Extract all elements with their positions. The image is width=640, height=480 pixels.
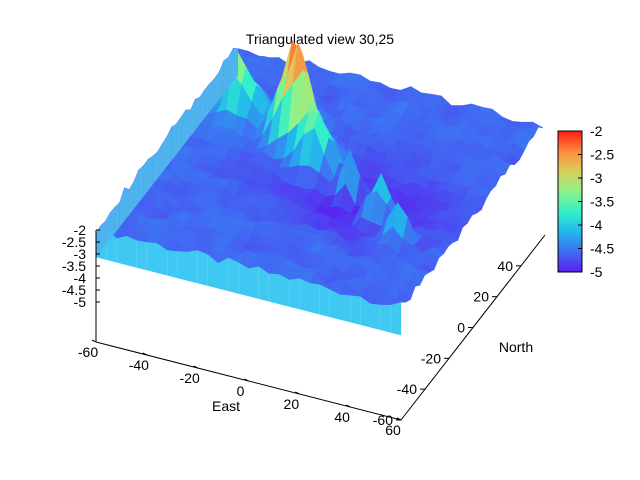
x-tick-label: 0 <box>237 383 245 399</box>
surface-skirt-front <box>258 266 269 302</box>
x-axis-label: East <box>212 398 240 414</box>
surface-skirt-left <box>129 181 134 215</box>
surface-skirt-front <box>218 257 229 292</box>
x-tick <box>295 391 300 395</box>
z-tick-label: -5 <box>74 294 87 310</box>
x-tick-label: -20 <box>180 370 200 386</box>
surface-skirt-left <box>157 143 163 179</box>
colorbar-tick-label: -4.5 <box>590 241 614 257</box>
surface-skirt-front <box>146 242 157 273</box>
y-tick-label: 0 <box>457 320 465 336</box>
surface-skirt-front <box>167 250 178 279</box>
surface-skirt-left <box>133 170 139 209</box>
x-tick <box>142 352 148 356</box>
surface-skirt-front <box>289 278 300 310</box>
surface-skirt-front <box>157 243 168 276</box>
z-tick-label: -3 <box>74 246 87 262</box>
surface-skirt-left <box>167 127 172 167</box>
surface-skirt-left <box>185 109 191 143</box>
colorbar-tick-label: -4 <box>590 217 603 233</box>
surface-mesh <box>95 40 544 336</box>
surface-skirt-front <box>380 304 391 333</box>
y-tick-label: 40 <box>497 258 513 274</box>
surface-skirt-left <box>228 48 234 88</box>
surface-skirt-left <box>162 136 167 173</box>
surface-skirt-left <box>114 202 120 234</box>
surface-skirt-front <box>340 294 351 323</box>
colorbar-tick-label: -2 <box>590 123 603 139</box>
surface-skirt-front <box>177 251 188 281</box>
surface-skirt-left <box>100 221 106 252</box>
x-tick <box>244 378 249 382</box>
surface-skirt-front <box>116 236 127 266</box>
z-tick-label: -2.5 <box>62 234 86 250</box>
surface-skirt-front <box>350 295 361 325</box>
surface-skirt-front <box>319 284 330 318</box>
surface-skirt-front <box>238 262 249 297</box>
y-axis-label: North <box>499 339 533 355</box>
surface-skirt-left <box>176 116 182 155</box>
colorbar-tick-label: -3 <box>590 170 603 186</box>
surface-skirt-left <box>200 89 205 124</box>
surface-skirt-front <box>299 278 310 312</box>
x-tick <box>193 365 198 369</box>
surface-skirt-front <box>197 250 208 286</box>
y-tick-label: -40 <box>397 381 417 397</box>
surface-skirt-left <box>148 156 153 191</box>
y-tick-label: -20 <box>421 350 441 366</box>
z-tick-label: -4 <box>74 270 87 286</box>
chart-title: Triangulated view 30,25 <box>246 31 394 47</box>
surface-skirt-front <box>268 273 279 305</box>
x-tick-label: 60 <box>385 422 401 438</box>
z-tick-label: -2 <box>74 222 87 238</box>
x-tick-label: 40 <box>334 409 350 425</box>
surface-skirt-left <box>171 123 177 161</box>
surface-skirt-left <box>119 187 125 227</box>
x-tick-label: 20 <box>284 396 300 412</box>
surface-skirt-left <box>195 97 201 130</box>
surface-skirt-left <box>204 83 210 118</box>
surface-skirt-front <box>248 266 259 299</box>
colorbar-tick-label: -2.5 <box>590 147 614 163</box>
x-tick-label: -40 <box>129 357 149 373</box>
surface-skirt-front <box>309 282 320 315</box>
surface-skirt-left <box>138 165 144 203</box>
surface-skirt-left <box>110 207 115 240</box>
surface-skirt-left <box>124 187 130 221</box>
surface-skirt-left <box>214 72 220 106</box>
z-tick-label: -3.5 <box>62 258 86 274</box>
surface-skirt-left <box>143 159 149 197</box>
surface-skirt-left <box>209 79 215 112</box>
surface-skirt-front <box>187 250 198 284</box>
surface-skirt-left <box>190 99 196 136</box>
surface-skirt-left <box>152 152 158 185</box>
surface-skirt-front <box>126 236 137 268</box>
surface-skirt-front <box>228 257 239 294</box>
surface-skirt-left <box>233 48 238 82</box>
x-tick-label: -60 <box>78 344 98 360</box>
y-tick-label: 20 <box>473 289 489 305</box>
surface-skirt-left <box>219 60 224 100</box>
surface-skirt-front <box>370 303 381 331</box>
axes: -60-40-200204060-60-40-2002040-2-2.5-3-3… <box>62 222 546 438</box>
x-tick <box>345 404 351 408</box>
z-tick-label: -4.5 <box>62 282 86 298</box>
surface-skirt-front <box>329 289 340 320</box>
surface-skirt-left <box>105 212 111 246</box>
surface-skirt-front <box>207 254 218 289</box>
surface-skirt-front <box>279 274 290 307</box>
surface-skirt-left <box>181 109 186 149</box>
surface-skirt-left <box>223 57 229 94</box>
surface-skirt-front <box>136 240 147 271</box>
x-tick <box>91 339 97 343</box>
colorbar: -2 -2.5 -3 -3.5 -4 -4.5 -5 <box>557 123 614 280</box>
surface-skirt-front <box>390 302 401 336</box>
surface-skirt-front <box>360 296 371 328</box>
colorbar-tick-label: -5 <box>590 264 603 280</box>
y-tick-label: -60 <box>373 412 393 428</box>
colorbar-tick-label: -3.5 <box>590 194 614 210</box>
